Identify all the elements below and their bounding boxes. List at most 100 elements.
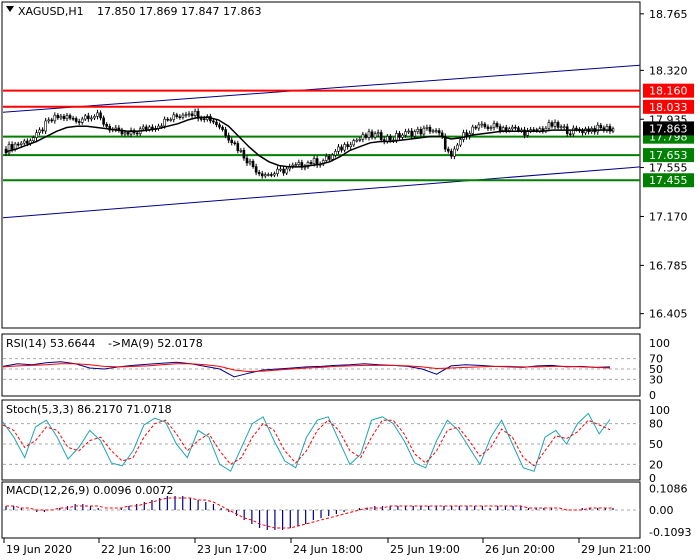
candle-body	[120, 129, 124, 135]
stoch-main-line	[2, 412, 611, 472]
candle-body	[263, 174, 267, 177]
candle-body	[379, 132, 383, 140]
macd-axis-label: 0.1086	[649, 482, 688, 495]
candle-body	[16, 143, 20, 146]
rsi-panel-frame	[1, 333, 641, 397]
stoch-layer	[2, 412, 640, 472]
candle-body	[105, 124, 108, 127]
rsi-layer	[2, 358, 640, 380]
candle-body	[80, 118, 84, 123]
candle-body	[410, 130, 413, 137]
candle-body	[90, 117, 93, 120]
level-tag-bg	[643, 173, 694, 188]
rsi-title: RSI(14) 53.6644	[6, 337, 95, 350]
candle-body	[221, 126, 224, 130]
symbol-label: XAGUSD,H1	[18, 5, 84, 18]
candle-body	[276, 168, 279, 174]
candle-body	[419, 128, 423, 135]
candle-body	[38, 129, 41, 133]
candle-body	[480, 123, 484, 126]
candle-body	[50, 119, 54, 122]
candle-body	[361, 134, 365, 140]
channel-line-0	[2, 64, 641, 113]
candle-body	[517, 127, 520, 131]
candle-body	[202, 118, 206, 121]
candle-body	[596, 124, 600, 133]
candle-body	[401, 134, 404, 138]
candle-body	[373, 133, 377, 138]
candle-body	[163, 118, 166, 127]
stoch-axis-label: 50	[649, 438, 663, 451]
stoch-axis-label: 20	[649, 458, 663, 471]
candle-body	[352, 140, 356, 146]
candle-body	[459, 139, 462, 146]
candle-body	[471, 126, 474, 134]
candle-body	[196, 110, 200, 119]
price-axis-label: 17.555	[649, 162, 688, 175]
candle-body	[190, 113, 194, 116]
candle-body	[291, 164, 295, 167]
price-axis-label: 16.785	[649, 259, 688, 272]
rsi-axis-label: 0	[649, 389, 656, 402]
candle-body	[559, 126, 563, 129]
candle-body	[453, 148, 456, 157]
candle-body	[84, 115, 87, 120]
candle-body	[456, 144, 459, 150]
candle-body	[242, 150, 246, 159]
candle-body	[126, 132, 130, 135]
candle-body	[364, 134, 368, 138]
candle-body	[99, 112, 102, 119]
candle-body	[248, 160, 252, 164]
stoch-signal-line	[2, 419, 611, 467]
candle-body	[10, 144, 14, 150]
candle-body	[62, 115, 66, 120]
time-axis-label: 22 Jun 16:00	[101, 543, 171, 556]
candle-body	[553, 122, 557, 127]
ohlc-readout: 17.850 17.869 17.847 17.863	[97, 5, 261, 18]
candle-body	[260, 173, 264, 177]
level-tag-label: 18.033	[649, 101, 688, 114]
candle-body	[367, 131, 371, 138]
candle-body	[279, 168, 282, 171]
candle-body	[425, 127, 429, 129]
candle-body	[32, 137, 35, 142]
time-axis-label: 19 Jun 2020	[6, 543, 72, 556]
price-layer	[2, 64, 641, 219]
rsi-ma-line	[2, 363, 611, 373]
candle-body	[477, 124, 481, 129]
candle-body	[337, 146, 340, 152]
candle-body	[187, 113, 191, 116]
macd-layer	[3, 496, 640, 530]
time-axis-label: 26 Jun 20:00	[485, 543, 555, 556]
candle-body	[556, 122, 560, 128]
chart-toggle-icon[interactable]	[6, 6, 14, 12]
candle-body	[349, 144, 352, 148]
price-axis-label: 17.170	[649, 210, 688, 223]
candle-body	[169, 119, 173, 121]
time-axis-label: 29 Jun 21:00	[581, 543, 651, 556]
rsi-ma-title: ->MA(9) 52.0178	[108, 337, 203, 350]
candle-body	[135, 132, 139, 135]
candle-body	[489, 127, 493, 129]
candle-body	[212, 120, 215, 123]
candle-body	[184, 114, 188, 116]
channel-line-1	[2, 166, 641, 219]
candle-body	[572, 127, 575, 135]
candle-body	[498, 126, 502, 131]
candle-body	[175, 114, 179, 118]
rsi-axis-label: 50	[649, 363, 663, 376]
candle-body	[23, 140, 26, 144]
candle-body	[514, 126, 517, 129]
candle-body	[93, 116, 96, 119]
moving-average-line	[5, 116, 613, 168]
macd-signal-line	[6, 497, 613, 529]
current-price-label: 17.863	[649, 122, 688, 135]
candle-body	[395, 133, 398, 141]
price-axis-label: 16.405	[649, 308, 688, 321]
candle-body	[575, 127, 578, 130]
candle-body	[358, 138, 362, 141]
candle-body	[434, 130, 438, 132]
candle-body	[129, 130, 133, 135]
candle-body	[495, 123, 499, 127]
